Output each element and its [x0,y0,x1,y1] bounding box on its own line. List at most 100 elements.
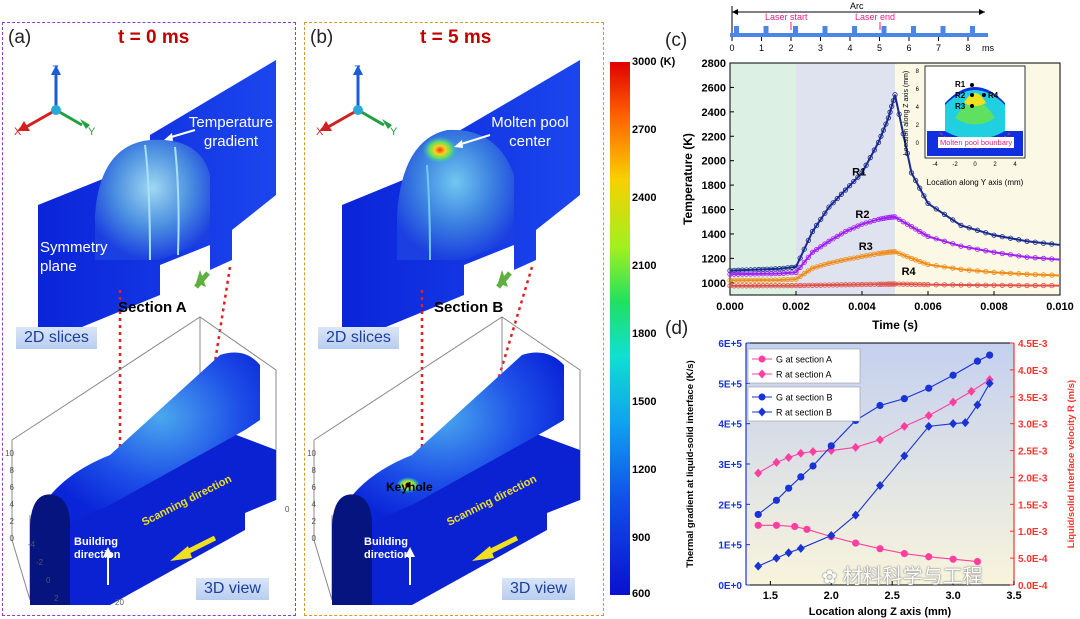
data-point [818,244,824,250]
y2-tick-label: 2.0E-3 [1018,473,1048,484]
data-point [924,411,933,421]
data-point [913,226,919,232]
tick: 10 [307,449,316,458]
temperature-dome [95,139,210,260]
data-point [809,447,817,457]
data-point [878,281,884,287]
tick: 0 [46,576,51,585]
panel-a-label: (a) [8,27,32,48]
data-point [784,453,793,463]
data-point [1016,237,1022,243]
panel-c-label: (c) [665,30,688,51]
panel-a [2,22,296,616]
y2-tick-label: 3.0E-3 [1018,420,1048,431]
data-point [933,206,939,212]
data-point [883,121,889,127]
data-point [921,193,927,199]
data-point [887,214,893,220]
data-point [966,225,972,231]
data-point [983,248,989,254]
data-point [754,521,762,529]
inset-point-r4: R4 [988,91,999,100]
data-point [797,255,803,261]
data-point [838,231,844,237]
section-b-label: Section B [434,299,504,316]
data-point [801,271,807,277]
data-point [754,468,763,478]
data-point [1032,271,1038,278]
temperature-chart: 1000120014001600180020002200240026002800… [681,58,1074,332]
view3d-left-ticks-b: 10 8 6 4 2 0 [304,445,316,547]
data-point [925,233,931,239]
data-point [900,219,906,225]
data-point [876,481,884,491]
data-point [805,237,811,243]
legend-box [747,386,861,422]
tick: -4 [28,540,36,549]
data-point [1024,238,1030,244]
series-label: R2 [855,209,869,221]
timeline-pulse [734,26,739,36]
colorbar-tick: 2700 [632,124,657,136]
symmetry-plane-label: Symmetry plane [40,239,108,275]
data-point [887,281,893,287]
timeline-pulse [793,26,798,36]
data-point [801,246,807,252]
data-point [949,371,957,379]
data-point [1049,282,1055,289]
y-tick-label: 2600 [702,82,726,94]
y-tick-label: 1400 [702,229,726,241]
colorbar-unit: (K) [660,56,676,68]
data-point [958,243,964,249]
inset-xtick: 2 [993,162,997,168]
data-point [878,216,884,222]
y2-tick-label: 0.0E-4 [1018,581,1048,592]
panel-d-label: (d) [665,318,689,339]
temperature-inset: R1 R2 R3 R4 Molten pool bounbary 8 6 4 2… [903,65,1026,187]
tick: 0 [311,534,316,543]
data-point [961,418,970,428]
data-point [851,442,860,452]
data-point [950,217,956,223]
colorbar-tick: 1800 [632,328,657,340]
data-point [889,214,895,220]
data-point [855,223,861,229]
data-point [1007,235,1014,241]
x-axis-label: Time (s) [872,318,918,332]
data-point [826,204,832,210]
data-point [1007,252,1014,258]
y2-tick-label: 2.5E-3 [1018,447,1048,458]
data-point [809,228,816,235]
timeline-tick: 5 [877,43,882,53]
x-tick-label: 0.006 [914,301,942,313]
axis-z-label: Z [52,64,59,76]
gradient-velocity-chart: 0E+0 1E+5 2E+5 3E+5 4E+5 5E+5 6E+5 0.0E-4 5.0E-4… [685,339,1077,618]
axis-y-label: Y [88,126,96,138]
data-point [826,238,832,244]
y2-tick-label: 3.5E-3 [1018,393,1048,404]
timeline-pulse [852,26,857,36]
data-point [933,263,939,269]
watermark-text: 材料科学与工程 [842,566,983,588]
data-point [991,269,997,276]
inset-point-r3: R3 [955,102,966,111]
tick: 20 [115,598,124,607]
timeline-tick: 4 [847,43,852,53]
data-point [925,553,933,561]
timeline-title: Arc [850,1,864,11]
tick: -2 [36,558,44,567]
data-point [772,521,781,529]
molten-pool-dome [397,129,514,260]
data-point [941,238,948,244]
timeline-tick: 0 [729,43,734,53]
y-tick-label: 4E+5 [718,420,742,431]
colorbar-tick: 900 [632,532,651,544]
x-tick-label: 2.5 [885,590,900,602]
y-tick-label: 1200 [702,253,726,265]
timeline-pulse [911,26,916,36]
data-point [991,282,997,288]
axis-y-label: Y [390,126,398,138]
axis-z-label: Z [354,64,361,76]
data-point [983,282,989,288]
data-point [878,133,884,139]
